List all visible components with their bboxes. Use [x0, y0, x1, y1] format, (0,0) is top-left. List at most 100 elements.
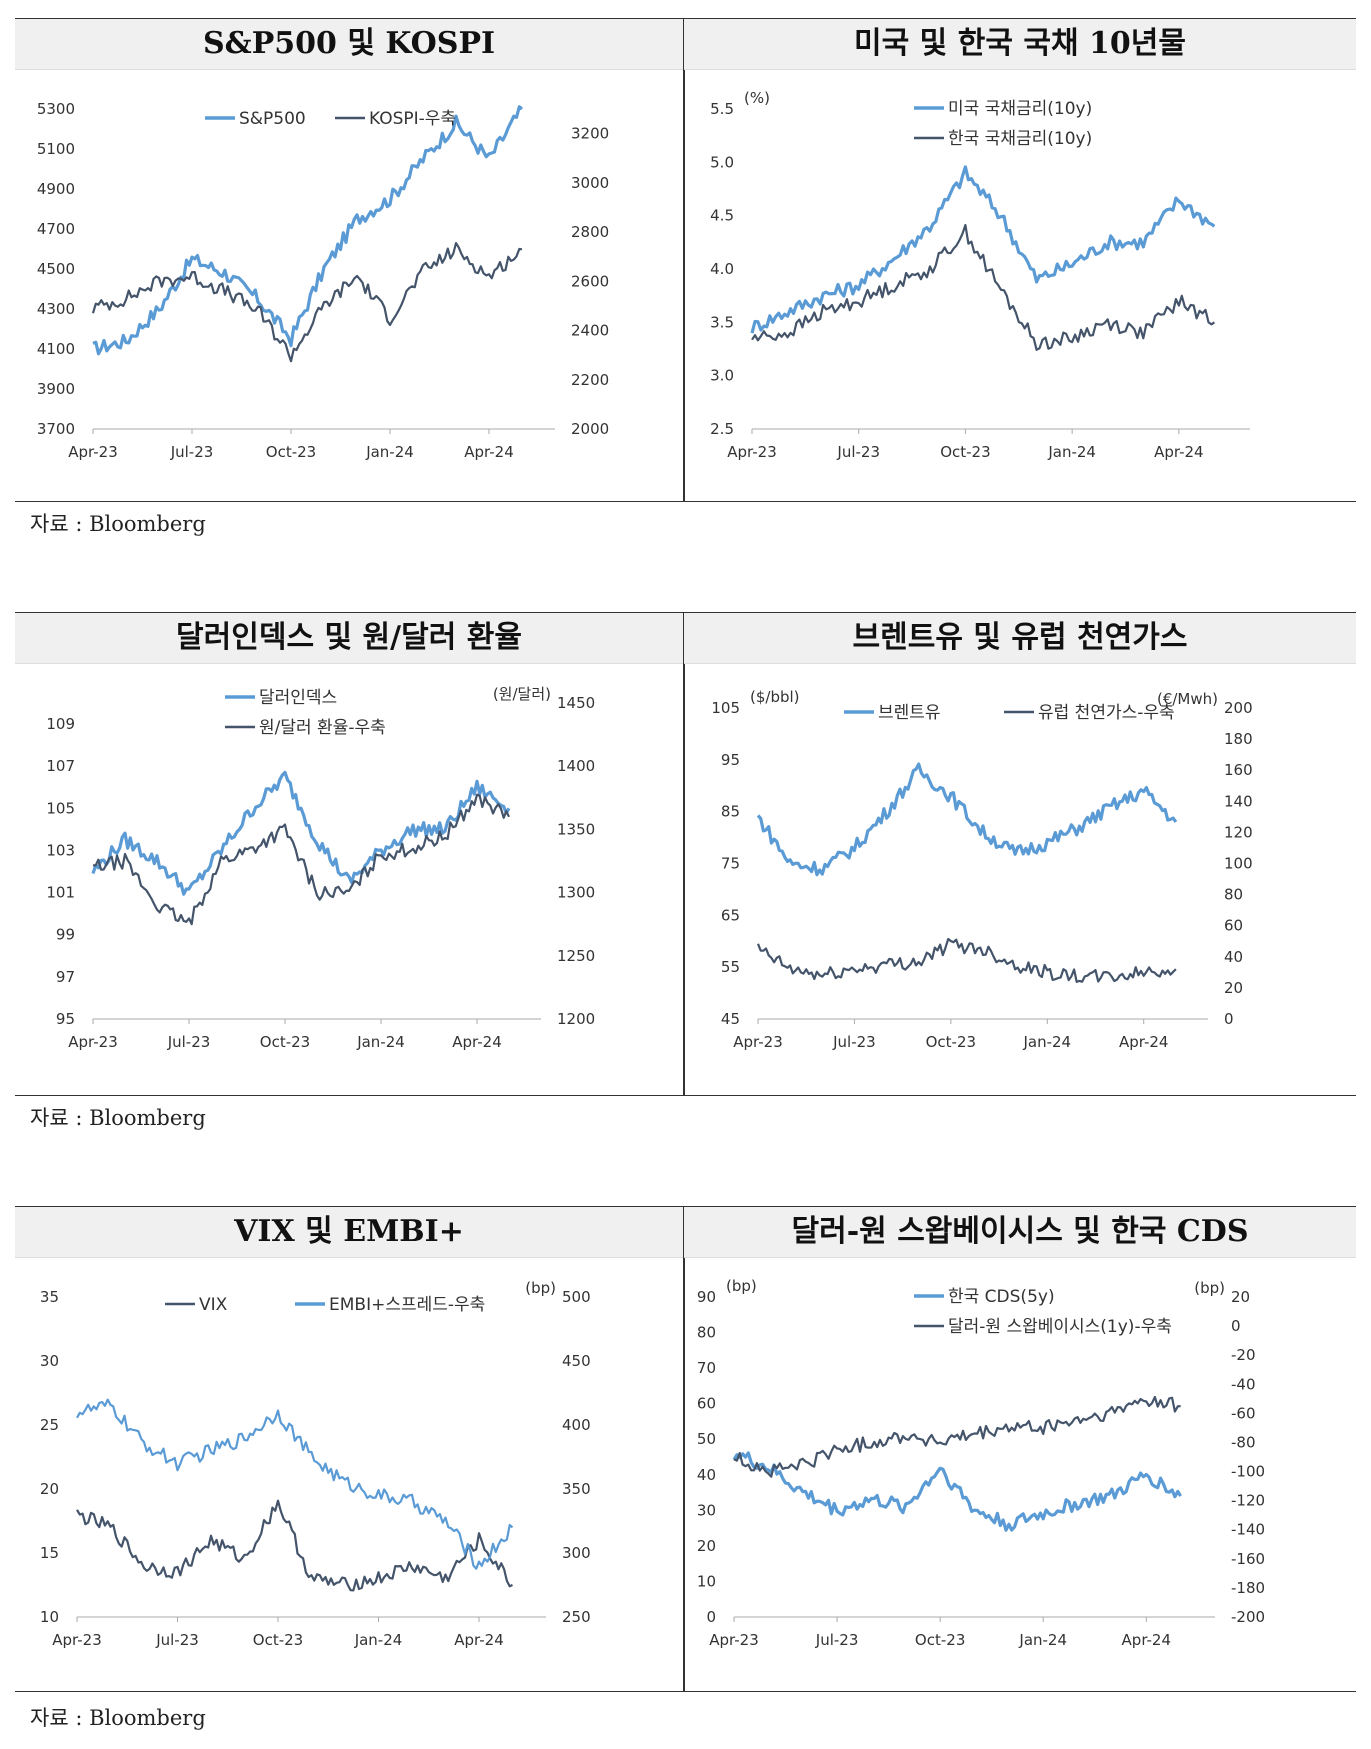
y-left-tick-label: 97	[56, 968, 75, 986]
y-right-tick-label: 2600	[571, 272, 609, 290]
chart-row: S&P500 및 KOSPI Apr-23 Jul-23 Oct-23 Jan-24 A…	[15, 18, 1356, 502]
y-left-tick-label: 99	[56, 926, 75, 944]
series-line	[92, 793, 510, 926]
x-tick-label: Oct-23	[940, 443, 990, 461]
x-tick-label: Jul-23	[170, 443, 214, 461]
series-line	[756, 937, 1177, 983]
chart-title: VIX 및 EMBI+	[15, 1207, 683, 1258]
y-left-tick-label: 107	[46, 757, 75, 775]
series-line	[750, 165, 1216, 334]
source-note: 자료 : Bloomberg	[30, 1106, 206, 1130]
legend-label: 한국 국채금리(10y)	[948, 129, 1092, 149]
series-line	[733, 1395, 1181, 1478]
chart-svg-sp500-kospi: Apr-23 Jul-23 Oct-23 Jan-24 Apr-24 3700 3900 41…	[37, 100, 609, 461]
y-right-tick-label: 80	[1224, 886, 1243, 904]
y-left-tick-label: 105	[46, 799, 75, 817]
x-tick-label: Apr-23	[68, 443, 118, 461]
x-tick-label: Apr-23	[709, 1631, 759, 1649]
chart-panel-swap-cds: 달러-원 스왑베이시스 및 한국 CDS Apr-23 Jul-23 Oct-23 J…	[684, 1207, 1356, 1691]
chart-title: 미국 및 한국 국채 10년물	[684, 19, 1356, 70]
legend-label: EMBI+스프레드-우축	[329, 1295, 485, 1315]
y-left-tick-label: 30	[697, 1501, 716, 1519]
series-line	[756, 762, 1178, 877]
chart-panel-vix-embi: VIX 및 EMBI+ Apr-23 Jul-23 Oct-23 Jan-24 Apr-…	[15, 1207, 683, 1691]
y-right-tick-label: 3000	[571, 174, 609, 192]
y-right-tick-label: -160	[1231, 1550, 1265, 1568]
y-right-tick-label: 20	[1231, 1288, 1250, 1306]
x-tick-label: Jan-24	[1022, 1033, 1071, 1051]
y-left-tick-label: 80	[697, 1324, 716, 1342]
panel-divider	[683, 19, 685, 501]
y-left-tick-label: 20	[40, 1480, 59, 1498]
x-tick-label: Jan-24	[354, 1631, 403, 1649]
x-tick-label: Jan-24	[365, 443, 414, 461]
series-line	[76, 1398, 514, 1570]
y-left-tick-label: 90	[697, 1288, 716, 1306]
y-left-tick-label: 70	[697, 1359, 716, 1377]
y-right-tick-label: 60	[1224, 917, 1243, 935]
y-left-tick-label: 65	[721, 906, 740, 924]
y-left-tick-label: 75	[721, 855, 740, 873]
y-left-tick-label: 50	[697, 1430, 716, 1448]
y-right-tick-label: -180	[1231, 1579, 1265, 1597]
legend-label: 유럽 천연가스-우축	[1038, 703, 1175, 723]
y-left-tick-label: 25	[40, 1416, 59, 1434]
y-left-tick-label: 4100	[37, 340, 75, 358]
chart-svg-vix-embi: Apr-23 Jul-23 Oct-23 Jan-24 Apr-24 10 15 20 25 30…	[40, 1279, 591, 1649]
chart-section-3: VIX 및 EMBI+ Apr-23 Jul-23 Oct-23 Jan-24 Apr-…	[15, 1206, 1356, 1736]
y-left-tick-label: 4900	[37, 180, 75, 198]
y-right-tick-label: 1300	[557, 884, 595, 902]
chart-section-1: S&P500 및 KOSPI Apr-23 Jul-23 Oct-23 Jan-24 A…	[15, 18, 1356, 538]
y-right-tick-label: 2000	[571, 420, 609, 438]
legend-label: 원/달러 환율-우축	[259, 718, 386, 738]
chart-section-2: 달러인덱스 및 원/달러 환율 Apr-23 Jul-23 Oct-23 Jan-24…	[15, 612, 1356, 1132]
y-left-tick-label: 2.5	[710, 420, 734, 438]
y-right-tick-label: 1200	[557, 1010, 595, 1028]
y-left-tick-label: 5300	[37, 100, 75, 118]
y-right-tick-label: 0	[1231, 1317, 1241, 1335]
y-left-tick-label: 4.0	[710, 260, 734, 278]
y-right-tick-label: 300	[562, 1544, 591, 1562]
legend-label: S&P500	[239, 109, 306, 129]
y-right-tick-label: 0	[1224, 1010, 1234, 1028]
y-right-tick-label: 180	[1224, 730, 1253, 748]
right-unit-label: (€/Mwh)	[1157, 690, 1218, 708]
y-right-tick-label: -80	[1231, 1433, 1256, 1451]
x-tick-label: Jul-23	[167, 1033, 211, 1051]
y-right-tick-label: 160	[1224, 761, 1253, 779]
x-tick-label: Oct-23	[266, 443, 316, 461]
x-tick-label: Oct-23	[253, 1631, 303, 1649]
y-left-tick-label: 109	[46, 715, 75, 733]
chart-panel-sp500-kospi: S&P500 및 KOSPI Apr-23 Jul-23 Oct-23 Jan-24 A…	[15, 19, 683, 501]
y-left-tick-label: 4300	[37, 300, 75, 318]
x-tick-label: Apr-24	[464, 443, 514, 461]
chart-row: VIX 및 EMBI+ Apr-23 Jul-23 Oct-23 Jan-24 Apr-…	[15, 1206, 1356, 1692]
x-tick-label: Jan-24	[1018, 1631, 1067, 1649]
y-left-tick-label: 95	[56, 1010, 75, 1028]
x-tick-label: Jul-23	[815, 1631, 859, 1649]
y-left-tick-label: 5.0	[710, 153, 734, 171]
left-unit-label: (%)	[744, 89, 770, 107]
y-right-tick-label: 2200	[571, 371, 609, 389]
x-tick-label: Jul-23	[155, 1631, 199, 1649]
series-line	[732, 1451, 1182, 1532]
y-left-tick-label: 105	[711, 699, 740, 717]
y-left-tick-label: 5100	[37, 140, 75, 158]
chart-svg-swap-cds: Apr-23 Jul-23 Oct-23 Jan-24 Apr-24 0 10 20 30 40 5…	[697, 1277, 1265, 1649]
x-tick-label: Apr-23	[68, 1033, 118, 1051]
y-left-tick-label: 3.0	[710, 367, 734, 385]
chart-title: 브렌트유 및 유럽 천연가스	[684, 613, 1356, 664]
right-unit-label: (bp)	[525, 1279, 556, 1297]
chart-panel-dollar-index-krw: 달러인덱스 및 원/달러 환율 Apr-23 Jul-23 Oct-23 Jan-24…	[15, 613, 683, 1095]
x-tick-label: Apr-24	[1154, 443, 1204, 461]
x-tick-label: Jul-23	[832, 1033, 876, 1051]
chart-panel-treasury-10y: 미국 및 한국 국채 10년물 Apr-23 Jul-23 Oct-23 Jan-24…	[684, 19, 1356, 501]
series-line	[76, 1499, 513, 1592]
y-left-tick-label: 60	[697, 1395, 716, 1413]
series-line	[751, 223, 1216, 351]
y-left-tick-label: 3700	[37, 420, 75, 438]
y-left-tick-label: 85	[721, 803, 740, 821]
left-unit-label: ($/bbl)	[750, 688, 800, 706]
chart-svg-dollar-index-krw: Apr-23 Jul-23 Oct-23 Jan-24 Apr-24 95 97 99 101 1…	[46, 685, 595, 1051]
y-right-tick-label: -200	[1231, 1608, 1265, 1626]
